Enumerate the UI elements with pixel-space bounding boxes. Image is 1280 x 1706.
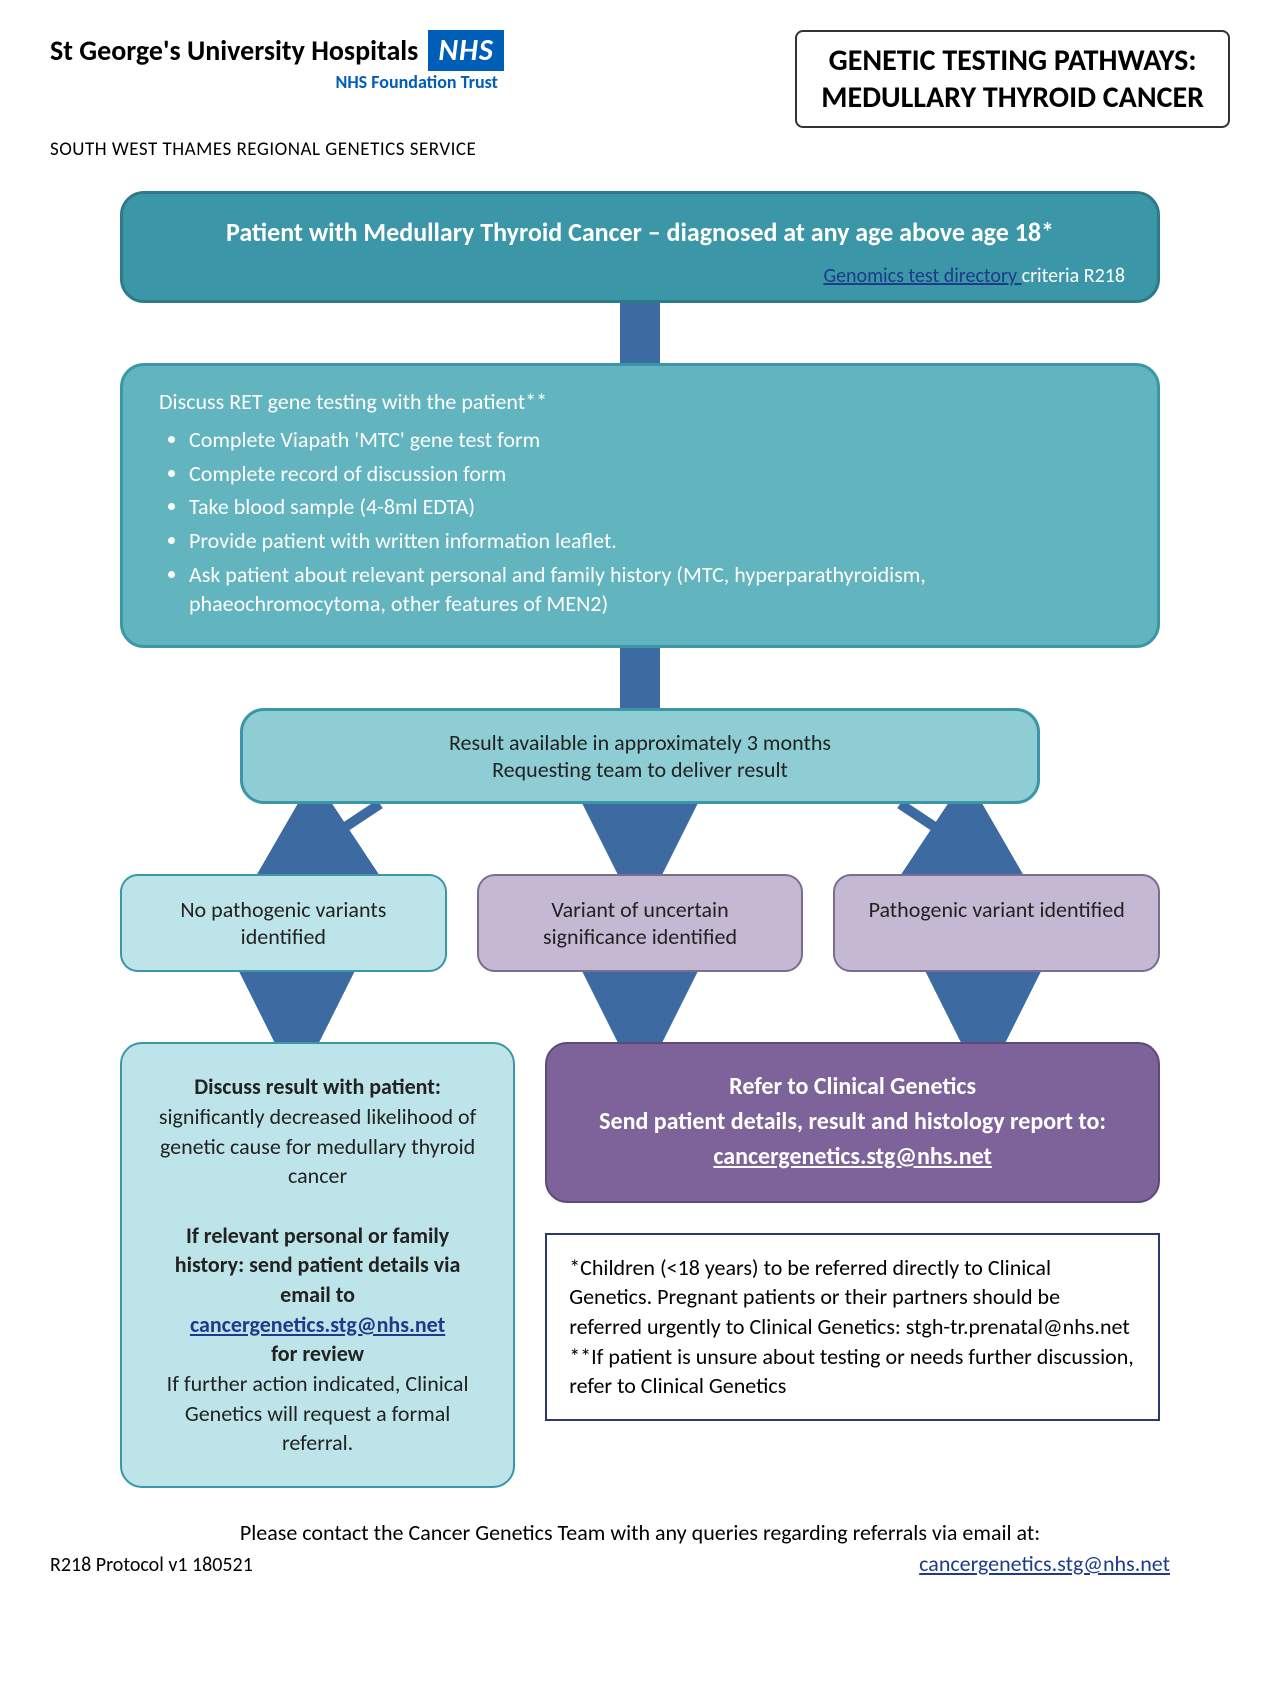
footnote-2: **If patient is unsure about testing or … <box>569 1342 1136 1401</box>
footnote-1: *Children (<18 years) to be referred dir… <box>569 1253 1136 1342</box>
result-line1: Result available in approximately 3 mont… <box>273 729 1007 756</box>
outcome-left-h1: Discuss result with patient: <box>194 1073 441 1100</box>
refer-line2: Send patient details, result and histolo… <box>577 1105 1128 1140</box>
node-start: Patient with Medullary Thyroid Cancer – … <box>120 191 1160 303</box>
email-link[interactable]: cancergenetics.stg@nhs.net <box>713 1142 992 1171</box>
header: St George's University Hospitals NHS NHS… <box>50 30 1230 128</box>
footer-text: Please contact the Cancer Genetics Team … <box>240 1519 1040 1546</box>
bullet-item: Complete Viapath 'MTC' gene test form <box>189 425 1121 455</box>
page-title: GENETIC TESTING PATHWAYS: MEDULLARY THYR… <box>795 30 1230 128</box>
nhs-badge: NHS <box>428 30 504 71</box>
footer-email-link[interactable]: cancergenetics.stg@nhs.net <box>919 1549 1170 1580</box>
logo-line: St George's University Hospitals NHS <box>50 30 504 71</box>
branch-pathogenic: Pathogenic variant identified <box>833 874 1160 972</box>
title-line-1: GENETIC TESTING PATHWAYS: <box>821 42 1204 79</box>
branch-arrows-2 <box>120 972 1160 1042</box>
outcome-left-p1: significantly decreased likelihood of ge… <box>152 1102 483 1191</box>
title-line-2: MEDULLARY THYROID CANCER <box>821 79 1204 116</box>
branch-vus: Variant of uncertain significance identi… <box>477 874 804 972</box>
outcome-left-h2: If relevant personal or family history: … <box>175 1222 461 1308</box>
branch-row: No pathogenic variants identified Varian… <box>120 874 1160 972</box>
trust-subtitle: NHS Foundation Trust <box>50 71 498 93</box>
service-name: SOUTH WEST THAMES REGIONAL GENETICS SERV… <box>50 138 1230 161</box>
outcome-left-after: for review <box>271 1340 364 1367</box>
footnote-box: *Children (<18 years) to be referred dir… <box>545 1233 1160 1421</box>
discuss-bullets: Complete Viapath 'MTC' gene test form Co… <box>189 425 1121 619</box>
bullet-item: Ask patient about relevant personal and … <box>189 560 1121 619</box>
outcome-refer-genetics: Refer to Clinical Genetics Send patient … <box>545 1042 1160 1202</box>
criteria-code: criteria R218 <box>1022 264 1125 288</box>
outcome-left-p3: If further action indicated, Clinical Ge… <box>152 1369 483 1458</box>
bullet-item: Take blood sample (4-8ml EDTA) <box>189 492 1121 522</box>
arrow-icon <box>120 648 1160 708</box>
result-line2: Requesting team to deliver result <box>273 756 1007 783</box>
node-result: Result available in approximately 3 mont… <box>240 708 1040 804</box>
logo-block: St George's University Hospitals NHS NHS… <box>50 30 504 93</box>
bullet-item: Complete record of discussion form <box>189 459 1121 489</box>
arrow-icon <box>120 303 1160 363</box>
outcome-right-column: Refer to Clinical Genetics Send patient … <box>545 1042 1160 1421</box>
footer-contact: Please contact the Cancer Genetics Team … <box>50 1518 1230 1549</box>
outcomes-row: Discuss result with patient: significant… <box>120 1042 1160 1488</box>
hospital-name: St George's University Hospitals <box>50 33 418 68</box>
branch-no-pathogenic: No pathogenic variants identified <box>120 874 447 972</box>
discuss-intro: Discuss RET gene testing with the patien… <box>159 388 1121 415</box>
genomics-directory-link[interactable]: Genomics test directory <box>823 264 1021 288</box>
node-discuss: Discuss RET gene testing with the patien… <box>120 363 1160 648</box>
start-criteria: Genomics test directory criteria R218 <box>823 264 1125 288</box>
flowchart: Patient with Medullary Thyroid Cancer – … <box>120 191 1160 1488</box>
branch-arrows <box>120 804 1160 874</box>
refer-line1: Refer to Clinical Genetics <box>577 1070 1128 1105</box>
outcome-no-pathogenic: Discuss result with patient: significant… <box>120 1042 515 1488</box>
bullet-item: Provide patient with written information… <box>189 526 1121 556</box>
email-link[interactable]: cancergenetics.stg@nhs.net <box>190 1311 445 1338</box>
